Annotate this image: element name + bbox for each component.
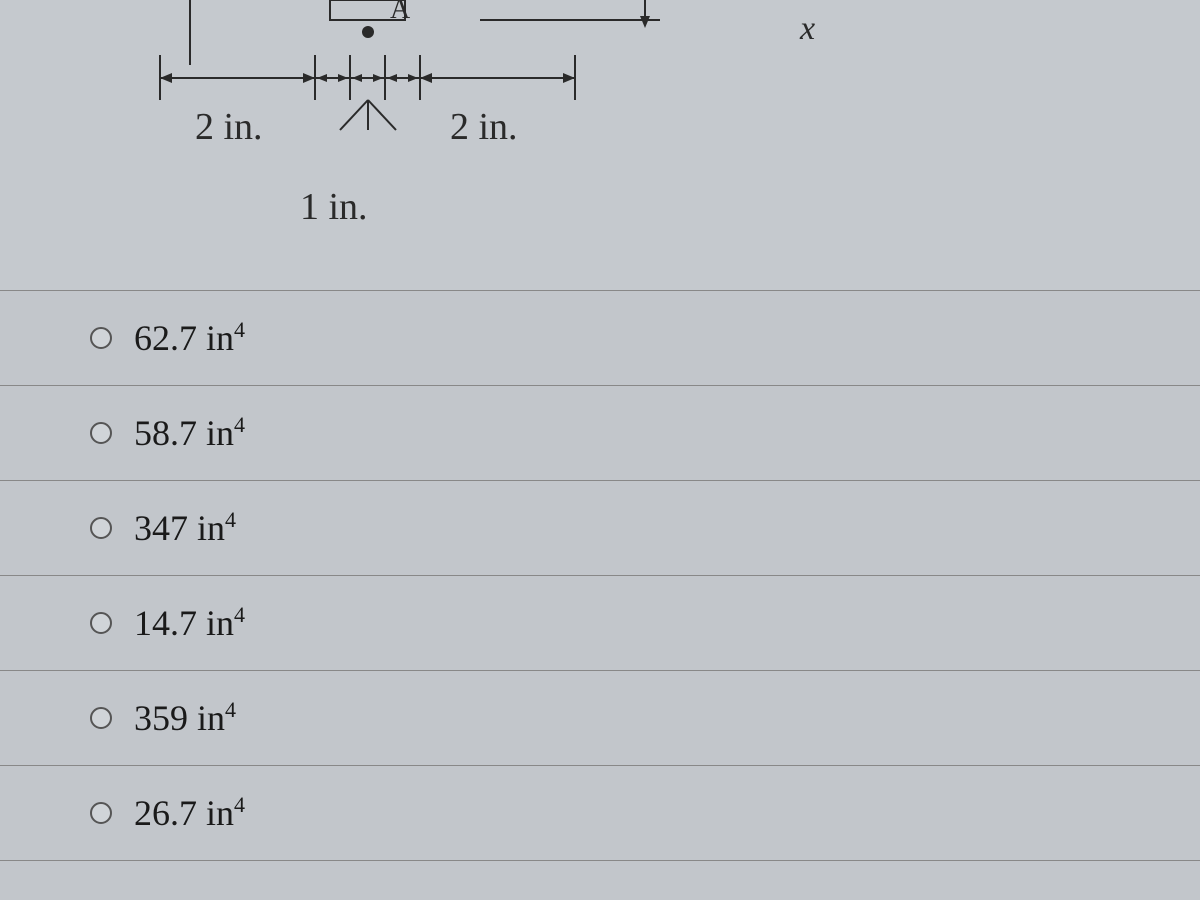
answer-options: 62.7 in4 58.7 in4 347 in4 14.7 in4 359 i…: [0, 290, 1200, 861]
option-row[interactable]: 26.7 in4: [0, 765, 1200, 861]
option-row[interactable]: 62.7 in4: [0, 290, 1200, 385]
option-label: 26.7 in4: [134, 792, 245, 834]
option-row[interactable]: 58.7 in4: [0, 385, 1200, 480]
radio-icon[interactable]: [90, 517, 112, 539]
option-row[interactable]: 359 in4: [0, 670, 1200, 765]
radio-icon[interactable]: [90, 327, 112, 349]
radio-icon[interactable]: [90, 707, 112, 729]
dim-right-label: 2 in.: [450, 105, 518, 149]
radio-icon[interactable]: [90, 422, 112, 444]
x-axis-label: x: [800, 10, 815, 48]
option-label: 58.7 in4: [134, 412, 245, 454]
diagram-area: A x 2 in. 2 in. 1 in.: [0, 0, 1200, 290]
radio-icon[interactable]: [90, 802, 112, 824]
option-label: 14.7 in4: [134, 602, 245, 644]
option-row[interactable]: 347 in4: [0, 480, 1200, 575]
point-label: A: [390, 0, 410, 26]
dim-center-label: 1 in.: [300, 185, 368, 229]
option-row[interactable]: 14.7 in4: [0, 575, 1200, 670]
radio-icon[interactable]: [90, 612, 112, 634]
option-label: 62.7 in4: [134, 317, 245, 359]
dim-left-label: 2 in.: [195, 105, 263, 149]
option-label: 359 in4: [134, 697, 236, 739]
option-label: 347 in4: [134, 507, 236, 549]
